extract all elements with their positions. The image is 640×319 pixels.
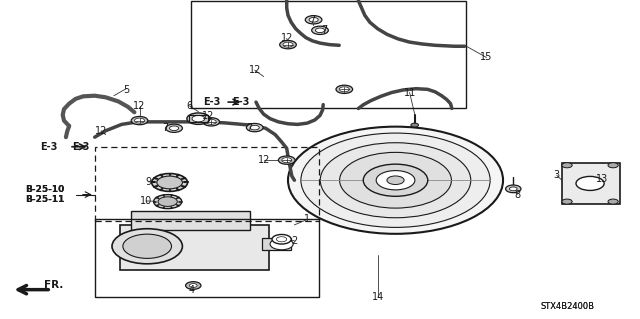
Text: E-3: E-3: [232, 97, 249, 107]
Circle shape: [154, 195, 182, 209]
Text: 8: 8: [514, 189, 520, 200]
Text: 7: 7: [309, 15, 316, 25]
Text: B-25-11: B-25-11: [26, 195, 65, 204]
Text: FR.: FR.: [44, 279, 63, 290]
Text: E-3: E-3: [40, 142, 58, 152]
Text: 12: 12: [257, 155, 270, 165]
Circle shape: [305, 16, 322, 24]
Circle shape: [157, 176, 182, 189]
Text: B-25-11: B-25-11: [26, 195, 65, 204]
Text: E-3: E-3: [72, 142, 89, 152]
Text: 7: 7: [246, 122, 253, 133]
Bar: [191, 1, 466, 108]
Circle shape: [301, 133, 490, 227]
Text: 12: 12: [280, 33, 293, 43]
Bar: [95, 147, 319, 221]
Circle shape: [576, 176, 604, 190]
Text: 7: 7: [162, 123, 168, 133]
Bar: [131, 211, 250, 230]
Circle shape: [276, 237, 287, 242]
Circle shape: [203, 118, 220, 126]
Bar: [95, 219, 319, 297]
Circle shape: [309, 18, 318, 22]
Circle shape: [187, 113, 210, 124]
Circle shape: [192, 115, 205, 122]
Circle shape: [364, 164, 428, 196]
Circle shape: [608, 163, 618, 168]
Bar: [120, 225, 269, 270]
Text: 15: 15: [480, 52, 493, 63]
Circle shape: [250, 125, 259, 130]
Circle shape: [280, 41, 296, 49]
Text: 2: 2: [291, 236, 298, 246]
Bar: [262, 238, 291, 250]
Text: STX4B2400B: STX4B2400B: [541, 302, 595, 311]
Circle shape: [283, 42, 293, 47]
Circle shape: [562, 163, 572, 168]
Circle shape: [170, 126, 179, 130]
Text: 6: 6: [186, 101, 193, 111]
Text: 4: 4: [189, 285, 195, 295]
Text: 12: 12: [248, 65, 261, 75]
Text: 3: 3: [554, 170, 560, 181]
Circle shape: [123, 234, 172, 258]
Circle shape: [316, 28, 324, 33]
Circle shape: [166, 124, 182, 132]
Circle shape: [320, 143, 471, 218]
Circle shape: [158, 197, 177, 206]
Circle shape: [509, 187, 517, 191]
Circle shape: [339, 87, 349, 92]
Circle shape: [152, 174, 188, 191]
Circle shape: [189, 284, 197, 287]
Circle shape: [278, 156, 295, 164]
Circle shape: [282, 158, 292, 163]
Circle shape: [186, 282, 201, 289]
Circle shape: [134, 118, 145, 123]
Circle shape: [340, 152, 451, 208]
Text: B-25-10: B-25-10: [26, 185, 65, 194]
Text: 5: 5: [124, 85, 130, 95]
Bar: [189, 115, 208, 122]
Circle shape: [112, 229, 182, 264]
Circle shape: [336, 85, 353, 93]
Circle shape: [411, 123, 419, 127]
Text: 12: 12: [133, 101, 146, 111]
Text: 1: 1: [304, 214, 310, 225]
Circle shape: [608, 199, 618, 204]
Text: 13: 13: [595, 174, 608, 184]
Text: 7: 7: [321, 25, 327, 35]
Text: 14: 14: [371, 292, 384, 302]
Text: 9: 9: [145, 177, 152, 187]
Circle shape: [272, 234, 291, 244]
Circle shape: [288, 127, 503, 234]
Text: 10: 10: [140, 196, 152, 206]
Circle shape: [562, 199, 572, 204]
Text: STX4B2400B: STX4B2400B: [541, 302, 595, 311]
Text: 12: 12: [202, 111, 214, 122]
Text: 12: 12: [95, 126, 108, 136]
Circle shape: [270, 238, 293, 250]
Circle shape: [206, 119, 216, 124]
Circle shape: [506, 185, 521, 193]
Circle shape: [131, 116, 148, 125]
Circle shape: [246, 123, 263, 132]
Text: B-25-10: B-25-10: [26, 185, 65, 194]
Circle shape: [312, 26, 328, 34]
Circle shape: [376, 171, 415, 190]
Text: 11: 11: [403, 87, 416, 98]
Circle shape: [387, 176, 404, 184]
Text: E-3: E-3: [204, 97, 221, 107]
Bar: [562, 163, 620, 204]
